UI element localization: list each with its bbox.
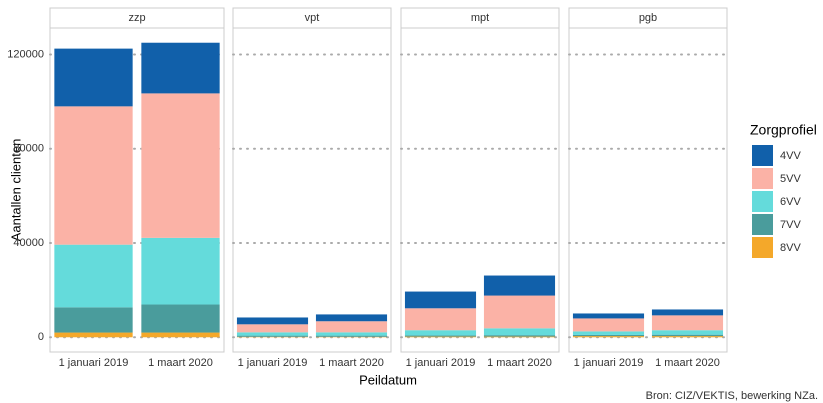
bar-segment (141, 93, 220, 238)
bar-segment (404, 335, 477, 337)
bar-segment (141, 42, 220, 94)
bar-segment (572, 318, 645, 332)
bar-segment (315, 321, 388, 333)
bar-segment (315, 335, 388, 337)
bar-segment (572, 334, 645, 337)
bar-segment (483, 275, 556, 296)
bar-segment (141, 237, 220, 305)
caption: Bron: CIZ/VEKTIS, bewerking NZa. (646, 390, 818, 402)
bar-segment (651, 330, 724, 335)
legend-key (752, 237, 773, 258)
bar-segment (483, 335, 556, 337)
bar-segment (572, 313, 645, 319)
y-tick-label: 40000 (13, 237, 44, 249)
bar-segment (236, 335, 309, 337)
legend-key (752, 214, 773, 235)
bar-segment (483, 328, 556, 336)
x-tick-label: 1 maart 2020 (655, 357, 720, 369)
bar-segment (404, 330, 477, 336)
y-axis-label: Aantallen clienten (8, 139, 23, 242)
bar-segment (651, 336, 724, 338)
y-tick-label: 80000 (13, 143, 44, 155)
bar-segment (404, 336, 477, 338)
bar-segment (315, 332, 388, 336)
legend-title: Zorgprofiel (750, 122, 817, 138)
legend-label: 7VV (780, 219, 801, 231)
bar-segment (54, 48, 133, 107)
x-tick-label: 1 maart 2020 (319, 357, 384, 369)
bar-segment (404, 291, 477, 309)
bar-segment (651, 315, 724, 331)
legend-key (752, 145, 773, 166)
bar-segment (572, 331, 645, 335)
bar-segment (315, 314, 388, 322)
x-tick-label: 1 januari 2019 (574, 357, 644, 369)
bar-segment (236, 324, 309, 333)
bar-segment (54, 332, 133, 338)
y-tick-label: 0 (38, 331, 44, 343)
x-tick-label: 1 maart 2020 (148, 357, 213, 369)
bar-segment (54, 244, 133, 308)
x-tick-label: 1 januari 2019 (238, 357, 308, 369)
bar-segment (54, 307, 133, 333)
legend-label: 6VV (780, 196, 801, 208)
bar-segment (572, 336, 645, 338)
x-tick-label: 1 januari 2019 (406, 357, 476, 369)
facet-title: pgb (639, 12, 657, 24)
bar-segment (404, 308, 477, 331)
bar-segment (483, 295, 556, 329)
bar-segment (236, 332, 309, 336)
x-tick-label: 1 januari 2019 (59, 357, 129, 369)
facet-title: zzp (128, 12, 145, 24)
bar-segment (236, 317, 309, 325)
panel (232, 27, 392, 353)
bar-segment (54, 106, 133, 245)
bar-segment (651, 309, 724, 316)
legend-key (752, 191, 773, 212)
panel (568, 27, 728, 353)
x-axis-label: Peildatum (359, 372, 417, 387)
x-tick-label: 1 maart 2020 (487, 357, 552, 369)
y-tick-label: 120000 (7, 48, 44, 60)
bar-segment (651, 334, 724, 337)
facet-title: mpt (471, 12, 489, 24)
legend-label: 8VV (780, 242, 801, 254)
bar-segment (483, 336, 556, 338)
facet-title: vpt (305, 12, 320, 24)
bar-segment (141, 332, 220, 338)
legend-key (752, 168, 773, 189)
bar-segment (141, 304, 220, 333)
legend-label: 5VV (780, 173, 801, 185)
legend-label: 4VV (780, 150, 801, 162)
